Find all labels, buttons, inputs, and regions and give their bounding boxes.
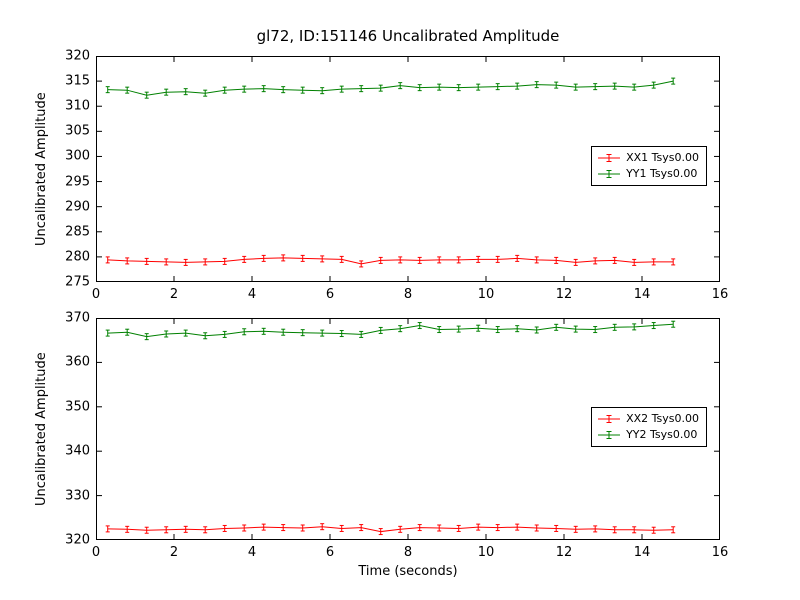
legend-marker-icon (598, 154, 621, 163)
legend-bottom: XX2 Tsys0.00 YY2 Tsys0.00 (591, 406, 707, 447)
x-tick-label: 8 (403, 287, 413, 302)
y-tick-label: 295 (65, 174, 90, 190)
legend-entry: YY2 Tsys0.00 (597, 427, 699, 443)
legend-entry: XX2 Tsys0.00 (597, 411, 699, 427)
y-tick-label: 275 (65, 274, 90, 290)
subplot-bottom: Uncalibrated Amplitude XX2 Tsys0.00 YY2 T… (34, 311, 728, 580)
x-tick-label: 10 (477, 287, 495, 302)
y-axis-label-top: Uncalibrated Amplitude (34, 92, 49, 246)
x-tick-label: 12 (555, 545, 573, 560)
y-tick-label: 320 (65, 48, 90, 64)
x-tick-label: 14 (633, 545, 651, 560)
x-tick-label: 4 (247, 287, 257, 302)
y-tick-label: 305 (65, 123, 90, 139)
x-tick-label: 12 (555, 287, 573, 302)
x-tick-label: 16 (711, 545, 729, 560)
plot-area-bottom (96, 318, 720, 540)
legend-marker-icon (598, 414, 621, 423)
y-tick-label: 370 (65, 310, 90, 326)
x-tick-label: 16 (711, 287, 729, 302)
y-tick-label: 330 (65, 488, 90, 504)
chart-title: gl72, ID:151146 Uncalibrated Amplitude (256, 27, 560, 45)
x-tick-label: 8 (403, 545, 413, 560)
x-tick-label: 2 (169, 545, 179, 560)
legend-marker-icon (598, 170, 621, 179)
legend-label: XX2 Tsys0.00 (626, 411, 699, 425)
y-tick-label: 320 (65, 532, 90, 548)
x-tick-label: 2 (169, 287, 179, 302)
y-tick-label: 300 (65, 148, 90, 164)
legend-marker-icon (598, 430, 621, 439)
legend-entry: XX1 Tsys0.00 (597, 150, 699, 166)
x-tick-label: 0 (91, 545, 101, 560)
x-tick-label: 14 (633, 287, 651, 302)
x-tick-label: 0 (91, 287, 101, 302)
y-tick-label: 280 (65, 249, 90, 265)
legend-label: YY1 Tsys0.00 (626, 167, 698, 181)
x-tick-label: 6 (325, 545, 335, 560)
y-tick-label: 350 (65, 399, 90, 415)
y-tick-label: 340 (65, 443, 90, 459)
y-tick-label: 360 (65, 354, 90, 370)
plot-area-top (96, 56, 720, 282)
y-axis-label-bottom: Uncalibrated Amplitude (34, 352, 49, 506)
y-tick-label: 310 (65, 98, 90, 114)
y-tick-label: 315 (65, 73, 90, 89)
legend-label: YY2 Tsys0.00 (626, 427, 698, 441)
legend-label: XX1 Tsys0.00 (626, 151, 699, 165)
x-tick-label: 6 (325, 287, 335, 302)
subplot-top: Uncalibrated Amplitude XX1 Tsys0.00 YY1 T… (34, 49, 728, 303)
y-tick-label: 285 (65, 224, 90, 240)
x-tick-label: 4 (247, 545, 257, 560)
legend-entry: YY1 Tsys0.00 (597, 166, 699, 182)
y-tick-label: 290 (65, 199, 90, 215)
legend-top: XX1 Tsys0.00 YY1 Tsys0.00 (591, 146, 707, 187)
x-axis-label: Time (seconds) (358, 564, 458, 579)
x-tick-label: 10 (477, 545, 495, 560)
